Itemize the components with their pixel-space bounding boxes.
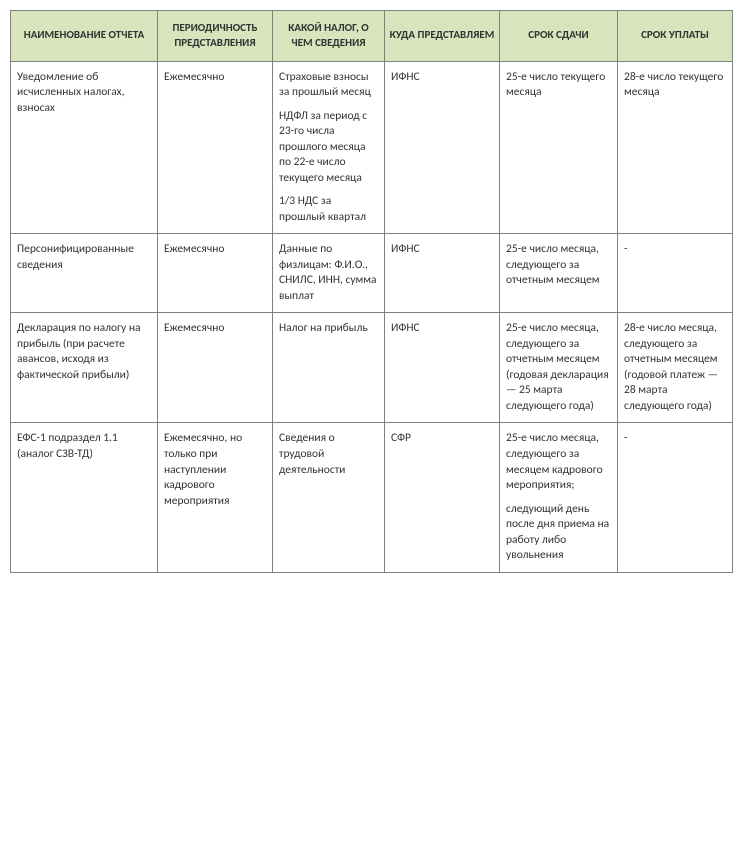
cell-paragraph: ИФНС (391, 70, 493, 86)
cell-paragraph: - (624, 242, 726, 258)
table-body: Уведомление об исчисленных налогах, взно… (11, 61, 733, 572)
cell-due: 25-е число месяца, следующего за отчетны… (500, 313, 618, 423)
cell-paragraph: СФР (391, 431, 493, 447)
cell-period: Ежемесячно (158, 234, 273, 313)
cell-paragraph: НДФЛ за период с 23-го числа прошлого ме… (279, 109, 378, 187)
cell-paragraph: Декларация по налогу на прибыль (при рас… (17, 321, 151, 383)
cell-paragraph: Ежемесячно, но только при наступлении ка… (164, 431, 266, 509)
col-header-due: СРОК СДАЧИ (500, 11, 618, 62)
cell-pay: 28-е число текущего месяца (618, 61, 733, 234)
cell-tax: Данные по физлицам: Ф.И.О., СНИЛС, ИНН, … (273, 234, 385, 313)
cell-paragraph: 28-е число месяца, следующего за отчетны… (624, 321, 726, 414)
col-header-pay: СРОК УПЛАТЫ (618, 11, 733, 62)
cell-paragraph: 25-е число месяца, следующего за месяцем… (506, 431, 611, 493)
cell-period: Ежемесячно, но только при наступлении ка… (158, 423, 273, 572)
cell-paragraph: ИФНС (391, 321, 493, 337)
cell-paragraph: Ежемесячно (164, 70, 266, 86)
cell-paragraph: Налог на прибыль (279, 321, 378, 337)
cell-due: 25-е число месяца, следующего за месяцем… (500, 423, 618, 572)
cell-paragraph: ИФНС (391, 242, 493, 258)
col-header-period: ПЕРИОДИЧНОСТЬ ПРЕДСТАВЛЕНИЯ (158, 11, 273, 62)
cell-pay: 28-е число месяца, следующего за отчетны… (618, 313, 733, 423)
cell-paragraph: 1/3 НДС за прошлый квартал (279, 194, 378, 225)
cell-paragraph: 28-е число текущего месяца (624, 70, 726, 101)
col-header-where: КУДА ПРЕДСТАВЛЯЕМ (385, 11, 500, 62)
cell-period: Ежемесячно (158, 313, 273, 423)
cell-paragraph: ЕФС-1 подраздел 1.1 (аналог СЗВ-ТД) (17, 431, 151, 462)
cell-where: ИФНС (385, 61, 500, 234)
cell-name: ЕФС-1 подраздел 1.1 (аналог СЗВ-ТД) (11, 423, 158, 572)
cell-paragraph: Ежемесячно (164, 321, 266, 337)
cell-where: ИФНС (385, 234, 500, 313)
cell-where: ИФНС (385, 313, 500, 423)
table-row: Персонифицированные сведения Ежемесячно Да… (11, 234, 733, 313)
cell-paragraph: Данные по физлицам: Ф.И.О., СНИЛС, ИНН, … (279, 242, 378, 304)
cell-paragraph: Сведения о трудовой деятельности (279, 431, 378, 478)
cell-name: Декларация по налогу на прибыль (при рас… (11, 313, 158, 423)
cell-tax: Страховые взносы за прошлый месяц НДФЛ за… (273, 61, 385, 234)
cell-paragraph: следующий день после дня приема на работ… (506, 502, 611, 564)
table-row: ЕФС-1 подраздел 1.1 (аналог СЗВ-ТД) Ежеме… (11, 423, 733, 572)
cell-name: Уведомление об исчисленных налогах, взно… (11, 61, 158, 234)
cell-paragraph: Ежемесячно (164, 242, 266, 258)
reports-table: НАИМЕНОВАНИЕ ОТЧЕТА ПЕРИОДИЧНОСТЬ ПРЕДСТ… (10, 10, 733, 573)
cell-paragraph: - (624, 431, 726, 447)
cell-paragraph: 25-е число месяца, следующего за отчетны… (506, 242, 611, 289)
col-header-name: НАИМЕНОВАНИЕ ОТЧЕТА (11, 11, 158, 62)
cell-name: Персонифицированные сведения (11, 234, 158, 313)
cell-period: Ежемесячно (158, 61, 273, 234)
cell-paragraph: Страховые взносы за прошлый месяц (279, 70, 378, 101)
cell-due: 25-е число месяца, следующего за отчетны… (500, 234, 618, 313)
cell-pay: - (618, 423, 733, 572)
cell-where: СФР (385, 423, 500, 572)
cell-pay: - (618, 234, 733, 313)
header-row: НАИМЕНОВАНИЕ ОТЧЕТА ПЕРИОДИЧНОСТЬ ПРЕДСТ… (11, 11, 733, 62)
table-row: Декларация по налогу на прибыль (при рас… (11, 313, 733, 423)
cell-paragraph: 25-е число текущего месяца (506, 70, 611, 101)
cell-paragraph: 25-е число месяца, следующего за отчетны… (506, 321, 611, 414)
cell-due: 25-е число текущего месяца (500, 61, 618, 234)
cell-paragraph: Персонифицированные сведения (17, 242, 151, 273)
col-header-tax: КАКОЙ НАЛОГ, О ЧЕМ СВЕДЕНИЯ (273, 11, 385, 62)
table-row: Уведомление об исчисленных налогах, взно… (11, 61, 733, 234)
cell-tax: Сведения о трудовой деятельности (273, 423, 385, 572)
cell-paragraph: Уведомление об исчисленных налогах, взно… (17, 70, 151, 117)
cell-tax: Налог на прибыль (273, 313, 385, 423)
